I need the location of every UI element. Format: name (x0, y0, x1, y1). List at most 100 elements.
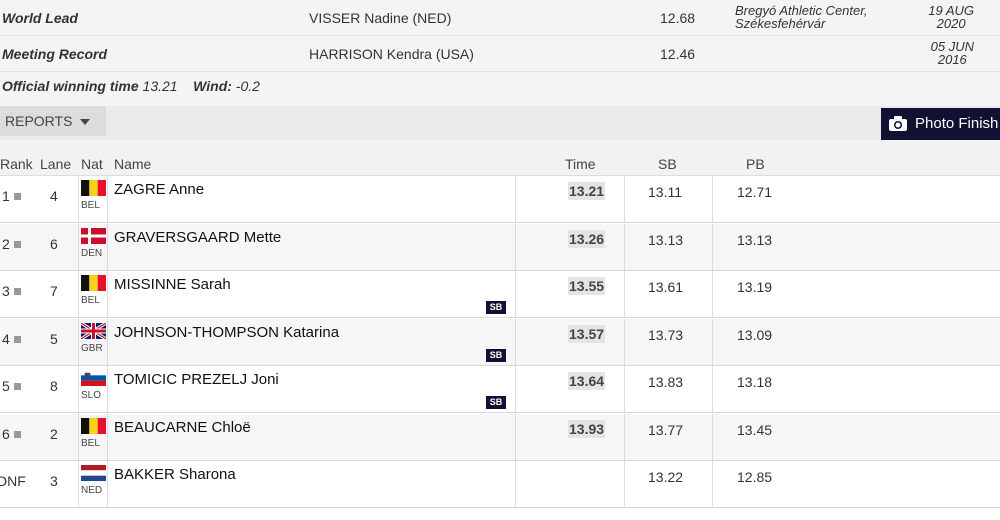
sb-value: 13.73 (648, 326, 684, 343)
toolbar: REPORTS (0, 106, 1000, 140)
nat-cell: DEN (78, 223, 108, 270)
athlete-name[interactable]: BEAUCARNE Chloë (114, 418, 251, 436)
lane-cell: 8 (50, 378, 58, 394)
table-row[interactable]: 3 7 BEL MISSINNE Sarah SB 13.55 13.61 13… (0, 271, 1000, 318)
time-cell-border (515, 461, 625, 507)
rank-cell: 4 (2, 331, 32, 347)
rank-cell: 1 (2, 188, 32, 204)
lane-cell: 6 (50, 235, 58, 252)
pb-divider (712, 318, 713, 365)
sb-value: 13.77 (648, 421, 684, 438)
pb-value: 13.18 (737, 374, 773, 390)
pb-divider (712, 413, 713, 460)
pb-value: 12.71 (737, 184, 773, 200)
nat-code: GBR (81, 342, 103, 354)
pb-value: 13.45 (737, 421, 773, 438)
flag-slo-icon (81, 370, 106, 386)
pb-divider (712, 366, 713, 412)
table-row[interactable]: 1 4 BEL ZAGRE Anne 13.21 13.11 12.71 (0, 176, 1000, 223)
record-date: 05 JUN 2016 (930, 39, 974, 67)
col-name[interactable]: Name (114, 156, 152, 172)
square-icon (13, 430, 21, 438)
record-athlete: VISSER Nadine (NED) (309, 10, 452, 26)
time-value: 13.21 (568, 182, 606, 200)
time-value: 13.93 (568, 419, 606, 438)
athlete-name[interactable]: ZAGRE Anne (114, 181, 205, 198)
caret-down-icon (80, 119, 91, 126)
square-icon (13, 288, 21, 295)
athlete-name[interactable]: JOHNSON-THOMPSON Katarina (114, 323, 340, 341)
nat-cell: NED (78, 461, 108, 507)
rank-cell: 2 (2, 236, 32, 252)
record-label: World Lead (2, 10, 78, 26)
nat-cell: SLO (78, 366, 108, 412)
lane-cell: 7 (50, 283, 58, 299)
athlete-name[interactable]: BAKKER Sharona (114, 466, 236, 483)
flag-ned-icon (81, 465, 106, 481)
athlete-name[interactable]: MISSINNE Sarah (114, 276, 231, 293)
time-cell-border (515, 318, 625, 365)
athlete-name[interactable]: TOMICIC PREZELJ Joni (114, 371, 279, 388)
table-row[interactable]: 5 8 SLO TOMICIC PREZELJ Joni SB 13.64 13… (0, 366, 1000, 413)
lane-cell: 3 (50, 473, 58, 489)
sb-badge: SB (486, 396, 506, 409)
col-rank[interactable]: Rank (0, 156, 33, 172)
reports-dropdown[interactable]: REPORTS (0, 106, 106, 136)
rank-cell: 5 (2, 378, 32, 394)
results-header: Rank Lane Nat Name Time SB PB (0, 140, 1000, 176)
nat-code: BEL (81, 200, 100, 211)
table-row[interactable]: DNF 3 NED BAKKER Sharona 13.22 12.85 (0, 461, 1000, 508)
record-row-meeting-record: Meeting Record HARRISON Kendra (USA) 12.… (0, 36, 1000, 72)
flag-den-icon (81, 227, 106, 244)
rank-cell: 6 (2, 426, 32, 442)
time-value: 13.57 (568, 324, 606, 343)
record-row-world-lead: World Lead VISSER Nadine (NED) 12.68 Bre… (0, 0, 1000, 36)
sb-value: 13.13 (648, 231, 684, 248)
col-pb[interactable]: PB (746, 156, 765, 172)
square-icon (13, 335, 21, 343)
time-cell-border (515, 366, 625, 412)
nat-code: SLO (81, 390, 102, 401)
photo-finish-button[interactable]: Photo Finish (881, 108, 1000, 140)
pb-divider (712, 176, 713, 222)
col-lane[interactable]: Lane (40, 156, 72, 172)
sb-value: 13.11 (648, 184, 682, 200)
nat-code: BEL (81, 437, 100, 449)
square-icon (13, 193, 21, 200)
nat-code: DEN (81, 247, 103, 259)
record-venue: Bregyó Athletic Center, Székesfehérvár (735, 3, 868, 31)
table-row[interactable]: 4 5 GBR JOHNSON-THOMPSON Katarina SB 13.… (0, 318, 1000, 366)
square-icon (13, 383, 21, 390)
sb-badge: SB (486, 301, 506, 314)
col-nat[interactable]: Nat (81, 156, 103, 172)
athlete-name[interactable]: GRAVERSGAARD Mette (114, 228, 282, 246)
square-icon (13, 240, 21, 248)
lane-cell: 5 (50, 330, 58, 347)
nat-code: BEL (81, 295, 100, 306)
pb-value: 13.19 (737, 279, 773, 295)
time-cell-border (515, 271, 625, 317)
record-mark: 12.46 (660, 46, 696, 62)
pb-divider (712, 461, 713, 507)
flag-bel-icon (81, 180, 106, 196)
pb-value: 13.09 (737, 326, 773, 343)
nat-cell: BEL (78, 413, 108, 460)
sb-value: 13.61 (648, 279, 684, 295)
official-info: Official winning time 13.21 Wind: -0.2 (0, 72, 1000, 106)
flag-bel-icon (81, 417, 106, 434)
time-cell-border (515, 176, 625, 222)
camera-icon (889, 116, 907, 131)
pb-value: 13.13 (737, 231, 773, 248)
flag-bel-icon (81, 275, 106, 291)
col-sb[interactable]: SB (658, 156, 677, 172)
record-label: Meeting Record (2, 46, 108, 62)
table-row[interactable]: 6 2 BEL BEAUCARNE Chloë 13.93 13.77 13.4… (0, 413, 1000, 461)
table-row[interactable]: 2 6 DEN GRAVERSGAARD Mette 13.26 13.13 1… (0, 223, 1000, 271)
lane-cell: 4 (50, 188, 58, 204)
time-value: 13.55 (568, 277, 606, 295)
record-athlete: HARRISON Kendra (USA) (309, 46, 474, 62)
time-cell-border (515, 413, 625, 460)
col-time[interactable]: Time (565, 156, 596, 172)
pb-value: 12.85 (737, 469, 773, 485)
sb-value: 13.22 (648, 469, 684, 485)
